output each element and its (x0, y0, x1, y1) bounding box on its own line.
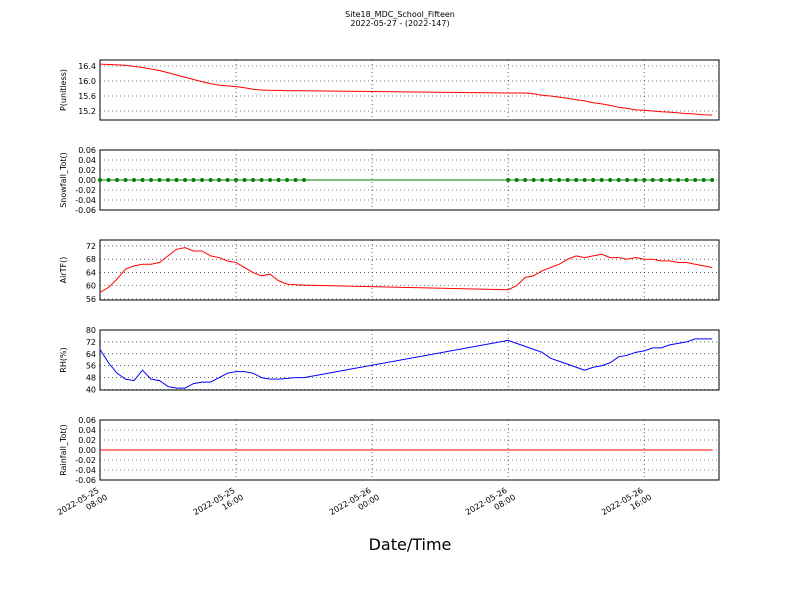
y-tick-label: -0.04 (75, 196, 96, 205)
y-tick-label: 0.04 (78, 426, 96, 435)
x-tick-label: 2022-05-2516:00 (192, 484, 245, 526)
data-point (115, 178, 120, 182)
data-point (208, 178, 213, 182)
y-tick-label: 72 (86, 242, 96, 251)
data-point (667, 178, 672, 182)
y-tick-label: 0.04 (78, 156, 96, 165)
x-tick-label: 2022-05-2508:00 (56, 484, 109, 526)
data-point (616, 178, 621, 182)
data-point (684, 178, 689, 182)
data-point (599, 178, 604, 182)
chart-subtitle: 2022-05-27 - (2022-147) (350, 19, 449, 28)
y-tick-label: 60 (86, 282, 96, 291)
data-point (302, 178, 307, 182)
data-point (217, 178, 222, 182)
data-point (200, 178, 205, 182)
y-tick-label: 0.06 (78, 416, 96, 425)
y-tick-label: -0.04 (75, 466, 96, 475)
data-point (676, 178, 681, 182)
x-tick-label: 2022-05-2608:00 (464, 484, 517, 526)
data-point (531, 178, 536, 182)
plot-frame (99, 329, 720, 391)
data-point (268, 178, 273, 182)
data-point (242, 178, 247, 182)
data-point (106, 178, 111, 182)
y-tick-label: 72 (86, 338, 96, 347)
data-point (523, 178, 528, 182)
data-point (285, 178, 290, 182)
y-tick-label: 16.0 (78, 77, 96, 86)
line-series (99, 338, 713, 389)
data-point (574, 178, 579, 182)
data-point (123, 178, 128, 182)
data-point (625, 178, 630, 182)
data-point (701, 178, 706, 182)
data-point (582, 178, 587, 182)
data-point (98, 178, 102, 182)
data-point (259, 178, 264, 182)
y-tick-label: 0.00 (78, 446, 96, 455)
data-point (183, 178, 188, 182)
chart-title: Site18_MDC_School_Fifteen (345, 10, 455, 19)
data-point (506, 178, 511, 182)
data-point (514, 178, 519, 182)
plot-frame (99, 59, 720, 121)
plot-frame (99, 239, 720, 301)
data-point (157, 178, 162, 182)
y-tick-label: 64 (86, 350, 96, 359)
y-axis-label: AirTF() (59, 257, 68, 284)
data-point (132, 178, 137, 182)
y-tick-label: 40 (86, 386, 96, 395)
y-axis-label: RH(%) (59, 347, 68, 372)
y-axis-label: P(unitless) (59, 69, 68, 111)
data-point (548, 178, 553, 182)
data-point (650, 178, 655, 182)
y-tick-label: 0.00 (78, 176, 96, 185)
data-point (166, 178, 171, 182)
y-axis-label: Snowfall_Tot() (59, 152, 68, 208)
x-axis-label: Date/Time (369, 535, 452, 554)
data-point (565, 178, 570, 182)
y-tick-label: 16.4 (78, 62, 96, 71)
data-point (642, 178, 647, 182)
data-point (225, 178, 230, 182)
data-point (234, 178, 239, 182)
data-point (557, 178, 562, 182)
y-tick-label: 0.06 (78, 146, 96, 155)
data-point (293, 178, 298, 182)
data-point (659, 178, 664, 182)
x-tick-label: 2022-05-2600:00 (328, 484, 381, 526)
y-tick-label: 80 (86, 326, 96, 335)
y-axis-label: Rainfall_Tot() (59, 424, 68, 476)
data-point (191, 178, 196, 182)
data-point (251, 178, 256, 182)
y-tick-label: 0.02 (78, 166, 96, 175)
y-tick-label: -0.06 (75, 206, 96, 215)
y-tick-label: 56 (86, 362, 96, 371)
data-point (633, 178, 638, 182)
data-point (140, 178, 145, 182)
data-point (174, 178, 179, 182)
y-tick-label: 56 (86, 295, 96, 304)
y-tick-label: 15.2 (78, 107, 96, 116)
y-tick-label: 68 (86, 255, 96, 264)
data-point (591, 178, 596, 182)
data-point (149, 178, 154, 182)
y-tick-label: 15.6 (78, 92, 96, 101)
line-series (99, 247, 713, 293)
y-tick-label: 0.02 (78, 436, 96, 445)
y-tick-label: 64 (86, 268, 96, 277)
y-tick-label: -0.02 (75, 456, 96, 465)
data-point (710, 178, 715, 182)
y-tick-label: -0.02 (75, 186, 96, 195)
y-tick-label: 48 (86, 374, 96, 383)
data-point (608, 178, 613, 182)
x-tick-label: 2022-05-2616:00 (600, 484, 653, 526)
data-point (276, 178, 281, 182)
data-point (693, 178, 698, 182)
y-tick-label: -0.06 (75, 476, 96, 485)
line-series (99, 63, 713, 116)
data-point (540, 178, 545, 182)
